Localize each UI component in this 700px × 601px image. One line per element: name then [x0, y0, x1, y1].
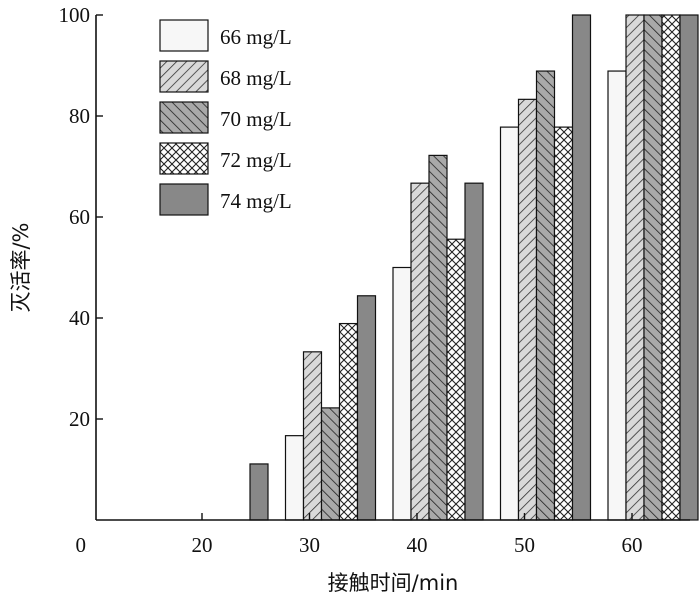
- y-tick-label: 100: [59, 3, 91, 27]
- legend-swatch: [159, 183, 209, 216]
- bar-60-68-mg-L: [625, 14, 645, 521]
- bar-40-66-mg-L: [392, 266, 412, 521]
- bar-40-74-mg-L: [464, 182, 484, 521]
- y-tick-label: 40: [69, 306, 90, 330]
- x-tick-label: 40: [407, 533, 428, 557]
- bar-30-72-mg-L: [338, 322, 359, 521]
- bar-30-70-mg-L: [320, 407, 341, 521]
- y-axis-title: 灭活率/%: [9, 222, 33, 312]
- bar-50-70-mg-L: [535, 70, 556, 521]
- legend-label: 66 mg/L: [220, 25, 292, 49]
- legend-swatch: [159, 101, 209, 134]
- legend-label: 72 mg/L: [220, 148, 292, 172]
- legend-swatch: [159, 60, 209, 93]
- bar-50-68-mg-L: [517, 98, 538, 521]
- bar-60-70-mg-L: [643, 14, 663, 521]
- bar-40-72-mg-L: [446, 238, 466, 521]
- x-axis-title: 接触时间/min: [328, 571, 459, 595]
- bar-60-66-mg-L: [607, 70, 627, 521]
- bar-20-74-mg-L: [249, 463, 269, 521]
- legend-swatch: [159, 142, 209, 175]
- bar-50-66-mg-L: [499, 126, 520, 521]
- bar-40-70-mg-L: [428, 154, 448, 521]
- bar-50-72-mg-L: [553, 126, 574, 521]
- legend-label: 74 mg/L: [220, 189, 292, 213]
- y-axis-ticks: 20 40 60 80 100: [59, 3, 103, 431]
- bar-40-68-mg-L: [410, 182, 430, 521]
- bars-layer: [249, 14, 699, 521]
- bar-30-66-mg-L: [284, 435, 305, 521]
- y-tick-label: 20: [69, 407, 90, 431]
- x-axis-ticks: 20 30 40 50 60: [192, 513, 643, 557]
- x-tick-label: 50: [514, 533, 535, 557]
- legend-label: 68 mg/L: [220, 66, 292, 90]
- bar-50-74-mg-L: [571, 14, 592, 521]
- bar-30-68-mg-L: [302, 351, 323, 521]
- legend: 66 mg/L 68 mg/L 70 mg/L 72 mg/L 74 mg/L: [159, 19, 292, 216]
- bar-30-74-mg-L: [356, 295, 377, 521]
- x-tick-label: 20: [192, 533, 213, 557]
- x-tick-label: 60: [622, 533, 643, 557]
- legend-swatch: [159, 19, 209, 52]
- y-tick-label: 80: [69, 104, 90, 128]
- bar-60-74-mg-L: [679, 14, 699, 521]
- origin-tick-label: 0: [76, 533, 87, 557]
- legend-label: 70 mg/L: [220, 107, 292, 131]
- x-tick-label: 30: [299, 533, 320, 557]
- bar-60-72-mg-L: [661, 14, 681, 521]
- y-tick-label: 60: [69, 205, 90, 229]
